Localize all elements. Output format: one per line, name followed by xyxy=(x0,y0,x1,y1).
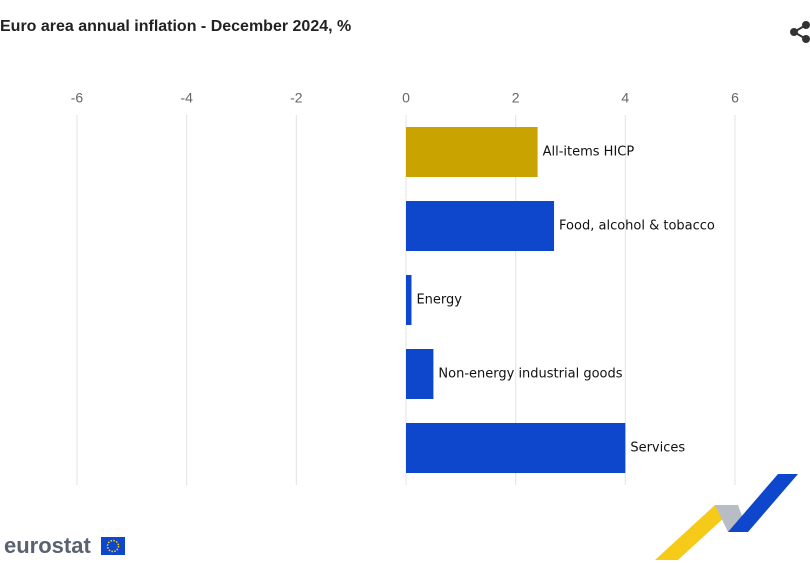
decoration-ribbon xyxy=(655,474,798,560)
x-tick-label: -6 xyxy=(71,90,84,106)
logo: eurostat xyxy=(4,533,91,558)
chart-title: Euro area annual inflation - December 20… xyxy=(0,18,351,35)
x-tick-label: 2 xyxy=(512,90,520,106)
bar xyxy=(406,275,412,325)
x-tick-label: 0 xyxy=(402,90,410,106)
x-tick-label: -4 xyxy=(180,90,193,106)
bar-label: Energy xyxy=(416,293,462,308)
share-icon[interactable] xyxy=(790,21,810,43)
bar-label: Food, alcohol & tobacco xyxy=(559,219,715,234)
bar xyxy=(406,423,626,473)
x-tick-label: -2 xyxy=(290,90,303,106)
bar xyxy=(406,201,555,251)
x-tick-label: 4 xyxy=(621,90,629,106)
bar-label: Services xyxy=(630,441,685,456)
bar xyxy=(406,127,538,177)
bar-label: All-items HICP xyxy=(543,145,635,160)
bar xyxy=(406,349,434,399)
bar-label: Non-energy industrial goods xyxy=(438,367,622,382)
eu-flag xyxy=(101,537,125,555)
x-tick-label: 6 xyxy=(731,90,739,106)
